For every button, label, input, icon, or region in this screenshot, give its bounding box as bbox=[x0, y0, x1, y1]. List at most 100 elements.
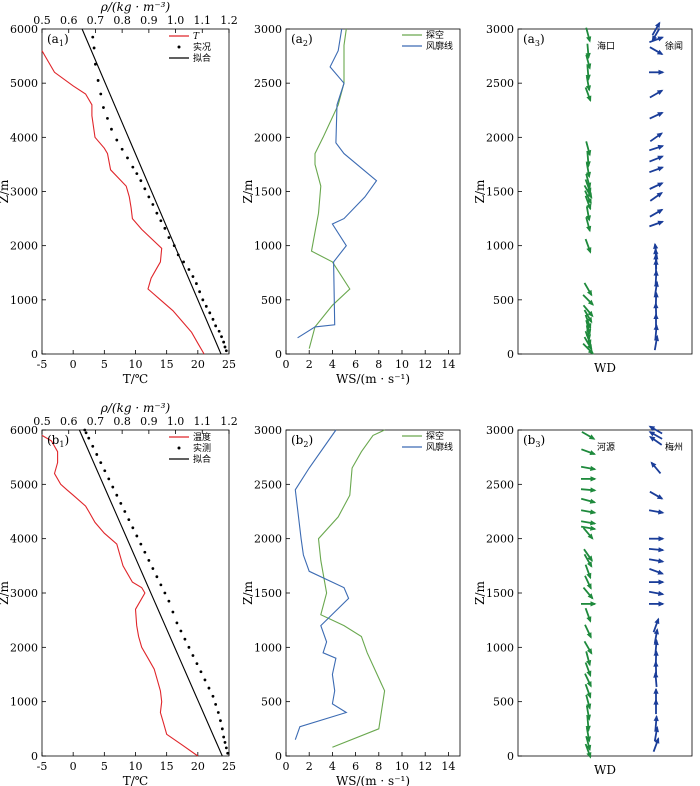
wind-arrow-head bbox=[589, 498, 597, 504]
x-tick-label: 5 bbox=[101, 358, 108, 371]
density-point bbox=[195, 662, 199, 666]
density-point bbox=[214, 702, 218, 706]
y-tick-label: 6000 bbox=[10, 424, 38, 437]
density-point bbox=[159, 583, 163, 587]
y-tick-label: 500 bbox=[261, 696, 282, 709]
wind-arrow-head bbox=[585, 161, 591, 168]
top-x-tick-label: 1.1 bbox=[194, 415, 212, 428]
panel-label: (b2) bbox=[291, 433, 313, 449]
wind-arrow-head bbox=[586, 323, 592, 330]
y-tick-label: 2500 bbox=[254, 478, 282, 491]
legend-label: 实况 bbox=[193, 41, 211, 53]
density-point bbox=[135, 534, 139, 538]
y-tick-label: 4000 bbox=[10, 131, 38, 144]
density-point bbox=[151, 567, 155, 570]
x-axis-label: T/℃ bbox=[123, 774, 148, 786]
density-point bbox=[204, 304, 208, 308]
wind-arrow-head bbox=[587, 316, 593, 324]
wind-arrow-head bbox=[586, 670, 592, 678]
y-tick-label: 6000 bbox=[10, 23, 38, 36]
density-point bbox=[107, 477, 111, 481]
density-point bbox=[214, 324, 218, 328]
y-tick-label: 2500 bbox=[486, 478, 514, 491]
density-point bbox=[83, 428, 87, 432]
x-tick-label: 2 bbox=[306, 760, 313, 773]
wind-arrow-head bbox=[657, 144, 665, 150]
density-point bbox=[131, 165, 135, 169]
axes-frame bbox=[285, 429, 461, 757]
wind-arrow-head bbox=[586, 659, 592, 667]
axes-frame bbox=[41, 28, 230, 355]
density-point bbox=[99, 461, 103, 464]
legend-label: T bbox=[193, 32, 200, 42]
density-point bbox=[155, 575, 159, 579]
density-point bbox=[163, 226, 167, 230]
y-tick-label: 2000 bbox=[486, 533, 514, 546]
density-point bbox=[187, 645, 191, 649]
wind-arrow-head bbox=[656, 132, 663, 138]
wind-arrow-head bbox=[658, 69, 665, 75]
fit-line bbox=[81, 28, 222, 355]
wind-arrow-head bbox=[658, 579, 665, 585]
top-x-tick-label: 0.5 bbox=[33, 415, 51, 428]
density-point bbox=[220, 727, 224, 731]
wind-arrow-head bbox=[586, 247, 592, 254]
density-point bbox=[198, 290, 202, 294]
x-tick-label: 8 bbox=[375, 358, 382, 371]
legend-label: 风廓线 bbox=[426, 40, 453, 52]
wind-arrow-head bbox=[590, 525, 597, 531]
y-tick-label: 0 bbox=[275, 348, 282, 361]
wind-arrow-head bbox=[585, 171, 591, 179]
density-point bbox=[99, 92, 103, 96]
wind-arrow-head bbox=[586, 583, 592, 590]
density-point bbox=[123, 510, 127, 513]
x-axis-label: WD bbox=[594, 763, 616, 777]
wind-arrow-head bbox=[657, 220, 664, 226]
wind-arrow-head bbox=[586, 203, 592, 211]
panel-a2: 0 500 1000 1500 2000 2500 3000 Z/m 0 2 4 6 8 10 12 14 WS… bbox=[241, 23, 461, 386]
wind-arrow-head bbox=[585, 736, 591, 743]
y-tick-label: 3000 bbox=[10, 587, 38, 600]
top-x-tick-label: 0.6 bbox=[60, 415, 78, 428]
y-tick-label: 5000 bbox=[10, 478, 38, 491]
density-point bbox=[127, 518, 131, 522]
density-point bbox=[115, 138, 119, 142]
x-tick-label: -5 bbox=[37, 760, 48, 773]
wind-arrow-head bbox=[586, 692, 592, 699]
density-point bbox=[167, 236, 171, 239]
x-tick-label: 4 bbox=[329, 358, 336, 371]
axes-frame bbox=[517, 28, 693, 355]
y-tick-label: 1000 bbox=[254, 641, 282, 654]
wind-arrow-head bbox=[586, 572, 592, 580]
wind-arrow-head bbox=[587, 648, 593, 655]
y-tick-label: 3000 bbox=[486, 424, 514, 437]
density-point bbox=[201, 298, 205, 302]
y-axis-label: Z/m bbox=[473, 179, 487, 203]
density-point bbox=[110, 127, 113, 131]
density-point bbox=[191, 654, 195, 657]
top-x-tick-label: 0.8 bbox=[113, 415, 131, 428]
x-tick-label: 12 bbox=[418, 760, 432, 773]
wind-arrow-head bbox=[653, 687, 659, 694]
density-point bbox=[187, 268, 191, 271]
density-point bbox=[195, 282, 198, 285]
density-point bbox=[223, 345, 227, 349]
axes-frame bbox=[285, 28, 461, 355]
legend-label: 探空 bbox=[426, 29, 444, 41]
ws-line-sounding bbox=[308, 28, 351, 349]
wind-arrow-head bbox=[653, 714, 659, 722]
y-tick-label: 0 bbox=[275, 750, 282, 763]
x-tick-label: 12 bbox=[418, 358, 432, 371]
wind-arrow-head bbox=[586, 632, 592, 639]
wind-arrow-head bbox=[656, 494, 664, 500]
top-x-axis-label: ρ/(kg · m⁻³) bbox=[100, 401, 171, 415]
top-x-tick-label: 1.0 bbox=[167, 14, 185, 27]
wind-arrow-head bbox=[588, 434, 596, 440]
density-point bbox=[102, 106, 105, 109]
density-point bbox=[143, 550, 147, 554]
density-point bbox=[103, 469, 107, 473]
density-point bbox=[175, 621, 179, 625]
x-tick-label: 20 bbox=[191, 358, 205, 371]
density-point bbox=[207, 686, 211, 690]
y-tick-label: 3000 bbox=[10, 186, 38, 199]
